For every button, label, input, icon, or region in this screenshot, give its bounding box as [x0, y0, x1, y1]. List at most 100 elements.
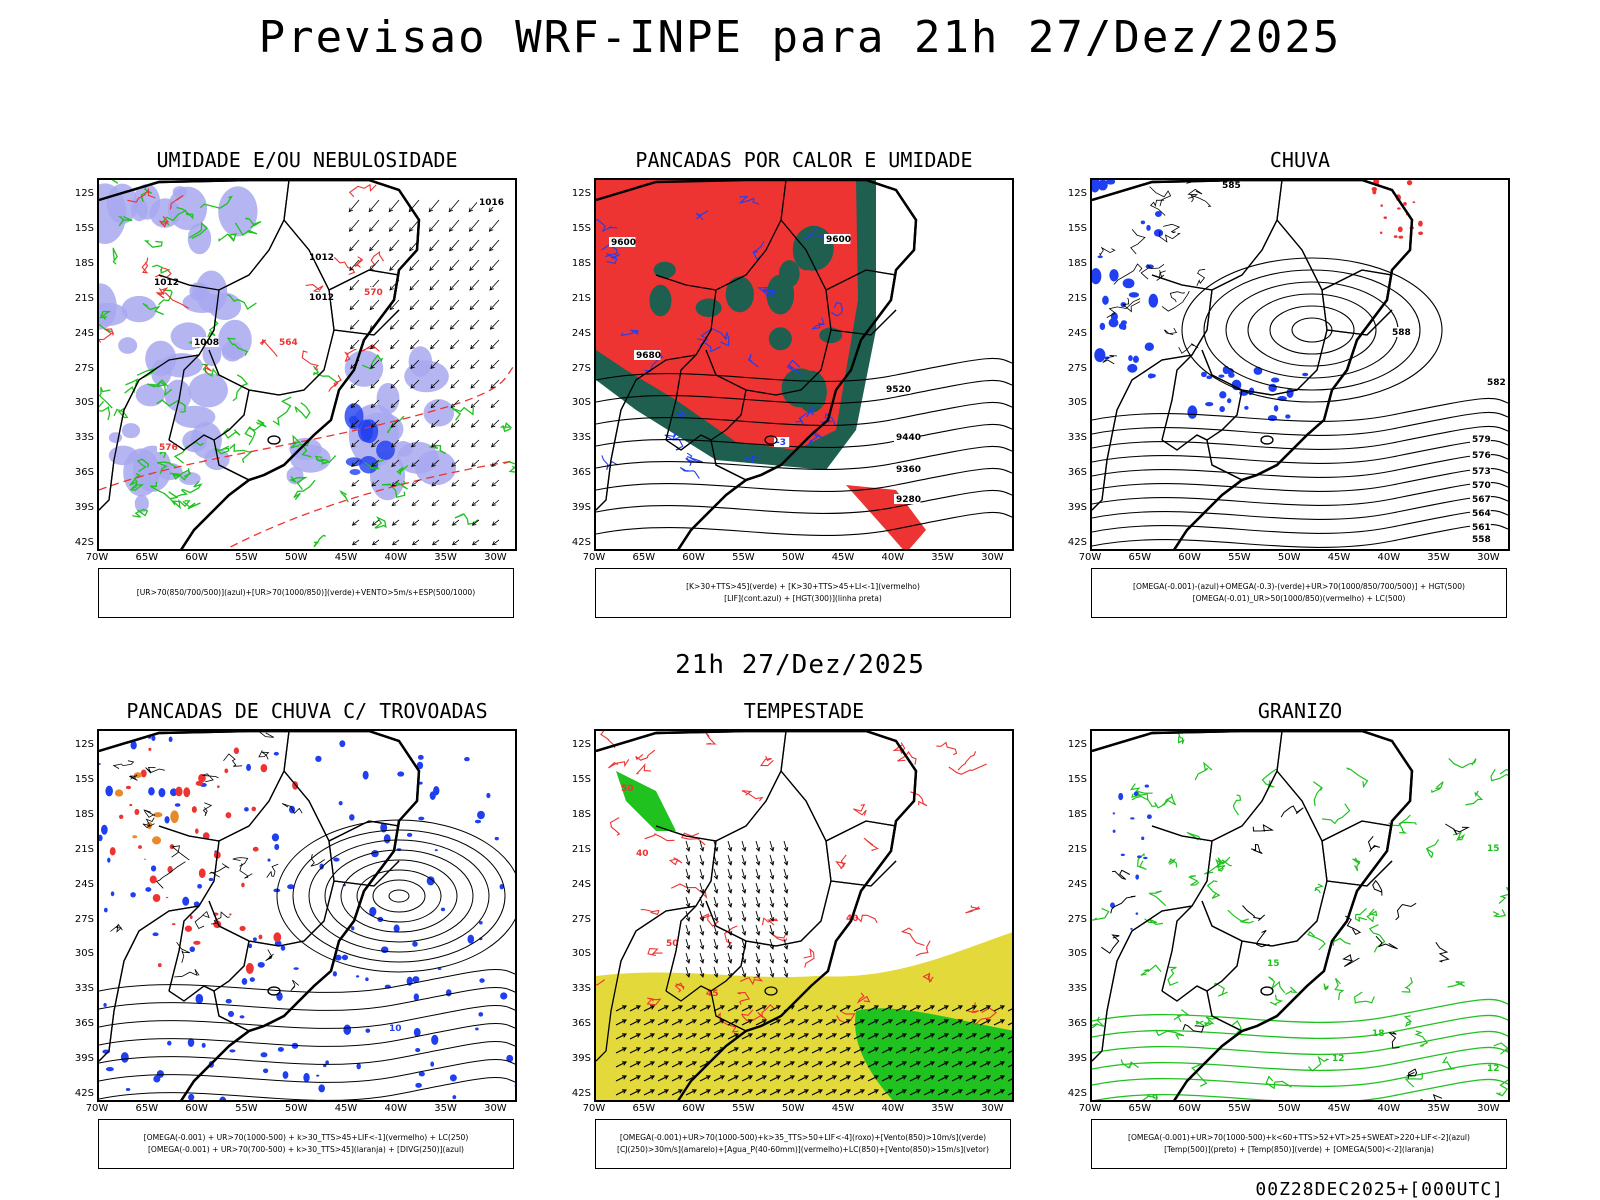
temp850-contour [1401, 977, 1413, 993]
wind-vector [811, 1033, 823, 1040]
country-border [1161, 840, 1213, 992]
contour-label: 1012 [309, 293, 334, 303]
wind-vector [629, 1075, 641, 1082]
lat-tick-label: 42S [74, 537, 94, 548]
contour-label-bg [894, 494, 921, 504]
lon-tick-label: 40W [384, 552, 408, 563]
agua-p-contour [910, 791, 928, 807]
wind-vector [769, 930, 775, 936]
divergence-area [315, 755, 322, 763]
divergence-area [303, 1072, 310, 1083]
wind-vector [979, 1061, 991, 1068]
wind-vector [699, 840, 704, 852]
streamline [1196, 268, 1206, 286]
wind-vector [451, 501, 457, 507]
main-title: Previsao WRF-INPE para 21h 27/Dez/2025 [258, 12, 1342, 63]
legend-trovoadas: [OMEGA(-0.001) + UR>70(1000-500) + k>30_… [98, 1119, 514, 1169]
wind-vector [429, 305, 435, 311]
wind-vector [901, 1075, 908, 1080]
wind-vector [492, 539, 500, 546]
wind-vector [489, 279, 500, 291]
lon-tick-label: 40W [881, 552, 905, 563]
wind-vector [937, 1075, 949, 1082]
wind-vector [719, 1033, 726, 1038]
wind-vector [873, 1033, 880, 1038]
wind-vector [431, 479, 440, 487]
wind-vector [713, 944, 719, 950]
wind-vector [649, 1033, 656, 1038]
lat-tick-label: 15S [74, 222, 94, 234]
wind-vector [713, 868, 718, 880]
wind-vector [450, 399, 460, 408]
wind-vector [351, 482, 356, 487]
wind-vector [349, 286, 354, 291]
granizo-area [1130, 927, 1133, 930]
wind-vector [769, 1075, 781, 1082]
wind-vector [951, 1089, 963, 1096]
wind-vector [839, 1019, 851, 1026]
trovoada-orange-area [132, 835, 138, 839]
wind-vector [450, 423, 456, 428]
thickness-contour [204, 363, 212, 374]
wind-vector [755, 1047, 767, 1054]
temp850-contour [1490, 768, 1508, 782]
contour-label: 15 [1487, 844, 1500, 854]
wind-vector [895, 1033, 907, 1040]
wind-vector [615, 1033, 627, 1040]
thickness-contour [159, 216, 169, 228]
wind-vector [629, 1047, 641, 1054]
streamline [1130, 229, 1146, 255]
wind-vector [350, 423, 356, 428]
wind-vector [733, 1047, 740, 1052]
wind-vector [471, 479, 480, 487]
wind-vector [657, 1061, 669, 1068]
wind-vector [699, 1019, 711, 1026]
wind-vector [783, 868, 788, 880]
lon-tick-label: 60W [185, 1103, 208, 1114]
wind-vector [817, 1047, 824, 1052]
agua-p-contour [915, 940, 931, 957]
divergence-area [415, 1048, 421, 1053]
lat-tick-label: 33S [571, 983, 591, 995]
wind-vector [755, 874, 761, 880]
divergence-area [452, 1095, 457, 1100]
omega-ur-area [1397, 226, 1403, 233]
wind-vector [410, 339, 420, 350]
wind-vector [929, 1061, 936, 1066]
streamline [1099, 246, 1116, 256]
wind-vector [733, 1033, 740, 1038]
wind-vector [488, 207, 494, 213]
wind-vector [621, 1089, 628, 1094]
wind-vector [727, 916, 733, 922]
lat-tick-label: 42S [1067, 537, 1087, 548]
agua-p-contour [835, 854, 847, 870]
wind-vector [490, 319, 500, 330]
wind-vector [431, 419, 440, 428]
wind-vector [635, 1075, 642, 1080]
contour-label: 1016 [479, 198, 504, 208]
divergence-area [273, 751, 279, 756]
trovoada-orange-area [170, 810, 179, 824]
wind-vector [643, 1061, 655, 1068]
wind-vector [783, 1089, 795, 1096]
omega-area [1187, 405, 1198, 419]
wind-vector [699, 1005, 711, 1012]
lif-contour [720, 331, 730, 347]
wind-vector [713, 924, 718, 936]
lat-tick-label: 21S [571, 843, 591, 855]
wind-vector [371, 499, 380, 506]
wind-vector [713, 902, 719, 908]
wind-vector [943, 1061, 950, 1066]
wind-vector [769, 1005, 781, 1012]
wind-vector [469, 219, 480, 232]
wind-vector [761, 1047, 768, 1052]
omega-area [1226, 398, 1232, 404]
streamline [223, 753, 243, 767]
wind-vector [431, 459, 440, 467]
lat-tick-label: 24S [1067, 878, 1087, 890]
wind-vector [470, 344, 475, 350]
temp850-contour [1167, 858, 1178, 868]
divergence-area [229, 1049, 236, 1053]
divergence-area [187, 1038, 195, 1047]
wind-vector [430, 403, 436, 409]
